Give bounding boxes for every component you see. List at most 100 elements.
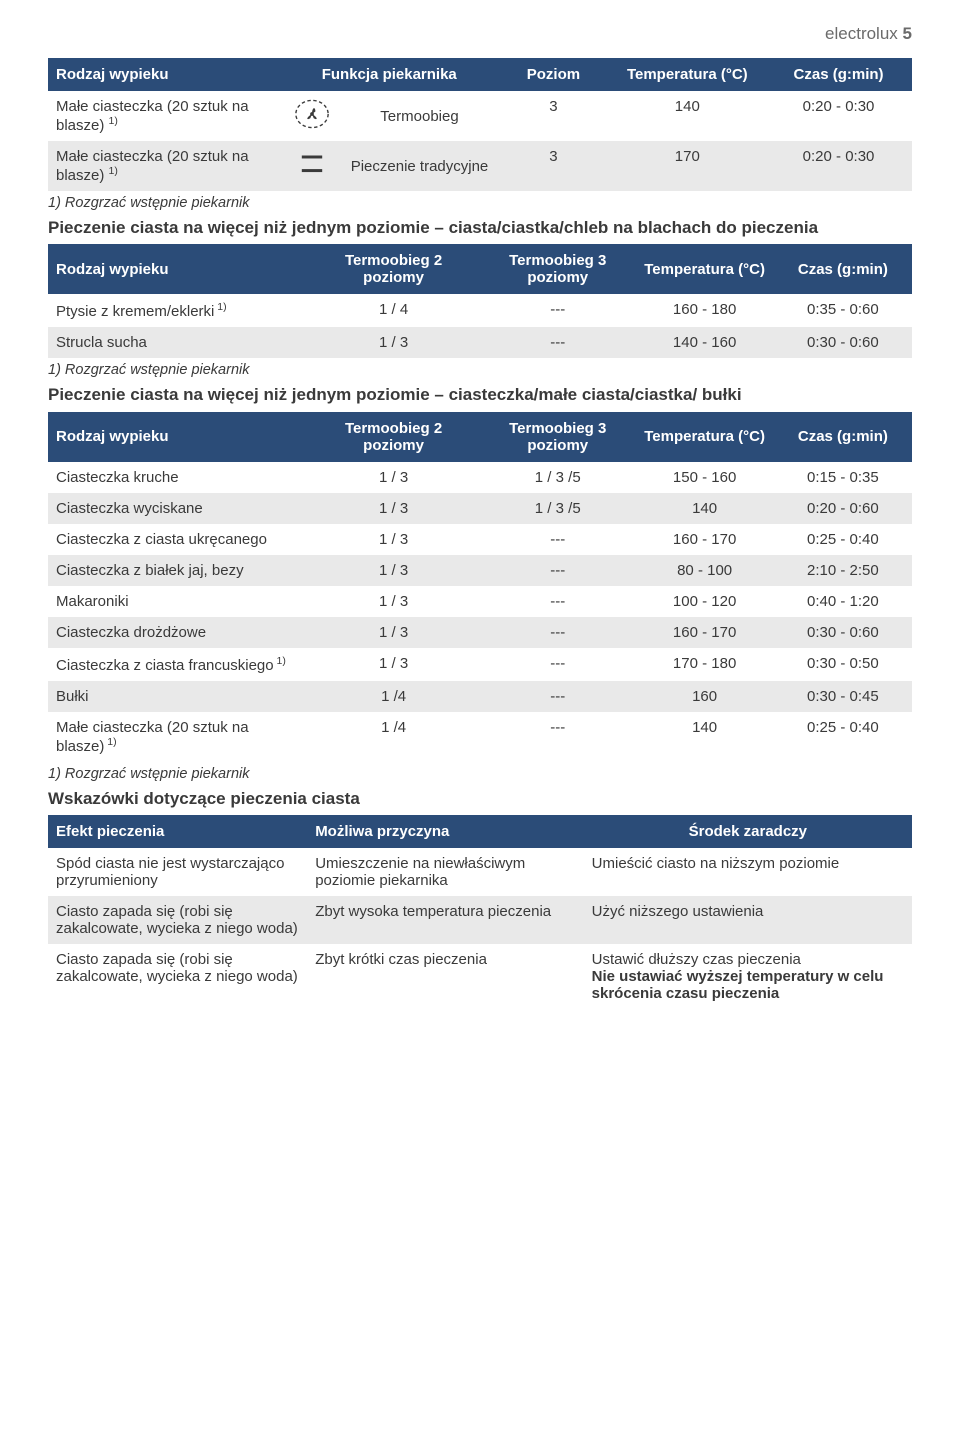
cell-cause: Zbyt wysoka temperatura pieczenia: [307, 896, 583, 944]
cell: 80 - 100: [636, 555, 774, 586]
sup: 1): [274, 655, 286, 667]
table-multilevel-bread: Rodzaj wypieku Termoobieg 2 poziomy Term…: [48, 244, 912, 358]
table-row: Ciasto zapada się (robi się zakalcowate,…: [48, 944, 912, 1009]
text: Bułki: [56, 688, 89, 705]
cell: 0:40 - 1:20: [774, 586, 912, 617]
cell-name: Ciasteczka drożdżowe: [48, 617, 307, 648]
th: Temperatura (°C): [636, 244, 774, 294]
cell-time: 0:20 - 0:30: [765, 91, 912, 141]
table-row: Ciasteczka z białek jaj, bezy1 / 3---80 …: [48, 555, 912, 586]
cell-name: Ciasteczka z ciasta francuskiego 1): [48, 648, 307, 681]
text: Ciasteczka z ciasta francuskiego: [56, 657, 274, 674]
cell: 160 - 180: [636, 294, 774, 327]
cell: 160 - 170: [636, 524, 774, 555]
section-title: Wskazówki dotyczące pieczenia ciasta: [48, 788, 912, 809]
cell: ---: [480, 681, 636, 712]
cell-remedy: Ustawić dłuższy czas pieczeniaNie ustawi…: [584, 944, 912, 1009]
cell: 1 / 3: [307, 586, 480, 617]
th: Rodzaj wypieku: [48, 244, 307, 294]
footnote: 1) Rozgrzać wstępnie piekarnik: [48, 195, 912, 211]
text: Ciasteczka kruche: [56, 469, 179, 486]
cell: 0:35 - 0:60: [774, 294, 912, 327]
cell-name: Makaroniki: [48, 586, 307, 617]
text: Małe ciasteczka (20 sztuk na blasze): [56, 98, 249, 134]
cell-name: Małe ciasteczka (20 sztuk na blasze) 1): [48, 141, 281, 191]
th: Termoobieg 3 poziomy: [480, 244, 636, 294]
table-row: Małe ciasteczka (20 sztuk na blasze) 1)1…: [48, 712, 912, 762]
th: Termoobieg 3 poziomy: [480, 412, 636, 462]
cell: 0:25 - 0:40: [774, 524, 912, 555]
footnote: 1) Rozgrzać wstępnie piekarnik: [48, 362, 912, 378]
cell-temp: 140: [610, 91, 766, 141]
cell: 1 /4: [307, 712, 480, 762]
th: Czas (g:min): [765, 58, 912, 91]
cell-cause: Zbyt krótki czas pieczenia: [307, 944, 583, 1009]
cell-icon: [281, 141, 341, 191]
cell: 140: [636, 712, 774, 762]
footnote: 1) Rozgrzać wstępnie piekarnik: [48, 766, 912, 782]
cell: 1 / 3: [307, 327, 480, 358]
table-row: Makaroniki1 / 3---100 - 1200:40 - 1:20: [48, 586, 912, 617]
table-tips: Efekt pieczenia Możliwa przyczyna Środek…: [48, 815, 912, 1009]
cell-level: 3: [497, 91, 609, 141]
table-row: Ptysie z kremem/eklerki 1)1 / 4---160 - …: [48, 294, 912, 327]
text: Małe ciasteczka (20 sztuk na blasze): [56, 719, 249, 755]
cell-remedy: Umieścić ciasto na niższym poziomie: [584, 848, 912, 896]
text: Ciasteczka wyciskane: [56, 500, 203, 517]
cell-level: 3: [497, 141, 609, 191]
table-row: Ciasteczka kruche1 / 31 / 3 /5150 - 1600…: [48, 462, 912, 493]
cell: 1 / 4: [307, 294, 480, 327]
cell-func: Termoobieg: [342, 91, 498, 141]
table-row: Ciasteczka wyciskane1 / 31 / 3 /51400:20…: [48, 493, 912, 524]
cell: ---: [480, 327, 636, 358]
th: Możliwa przyczyna: [307, 815, 583, 848]
cell: 170 - 180: [636, 648, 774, 681]
section-title: Pieczenie ciasta na więcej niż jednym po…: [48, 217, 912, 238]
text: Małe ciasteczka (20 sztuk na blasze): [56, 148, 249, 184]
th: Termoobieg 2 poziomy: [307, 244, 480, 294]
cell-name: Ptysie z kremem/eklerki 1): [48, 294, 307, 327]
th: Temperatura (°C): [610, 58, 766, 91]
cell: 1 / 3: [307, 462, 480, 493]
table-baking-type: Rodzaj wypieku Funkcja piekarnika Poziom…: [48, 58, 912, 191]
cell: 160 - 170: [636, 617, 774, 648]
th: Rodzaj wypieku: [48, 412, 307, 462]
sup: 1): [109, 115, 118, 127]
table-row: Ciasteczka drożdżowe 1 / 3---160 - 1700:3…: [48, 617, 912, 648]
text: Makaroniki: [56, 593, 129, 610]
cell: 1 / 3: [307, 617, 480, 648]
cell: 0:20 - 0:60: [774, 493, 912, 524]
text: Ciasteczka drożdżowe: [56, 624, 206, 641]
cell-temp: 170: [610, 141, 766, 191]
cell: ---: [480, 555, 636, 586]
th: Termoobieg 2 poziomy: [307, 412, 480, 462]
cell-effect: Spód ciasta nie jest wystarczająco przyr…: [48, 848, 307, 896]
cell: 1 / 3: [307, 648, 480, 681]
cell-name: Ciasteczka z ciasta ukręcanego: [48, 524, 307, 555]
cell-name: Ciasteczka kruche: [48, 462, 307, 493]
table-row: Spód ciasta nie jest wystarczająco przyr…: [48, 848, 912, 896]
cell: 0:30 - 0:60: [774, 617, 912, 648]
table-row: Ciasteczka z ciasta ukręcanego1 / 3---16…: [48, 524, 912, 555]
cell-effect: Ciasto zapada się (robi się zakalcowate,…: [48, 896, 307, 944]
section-title: Pieczenie ciasta na więcej niż jednym po…: [48, 384, 912, 405]
text-bold: Nie ustawiać wyższej temperatury w celu …: [592, 968, 904, 1002]
cell: 1 / 3: [307, 493, 480, 524]
th: Funkcja piekarnika: [281, 58, 497, 91]
cell: 140: [636, 493, 774, 524]
cell: 0:30 - 0:45: [774, 681, 912, 712]
cell-name: Ciasteczka wyciskane: [48, 493, 307, 524]
cell: 1 / 3: [307, 555, 480, 586]
th: Temperatura (°C): [636, 412, 774, 462]
cell: 1 / 3: [307, 524, 480, 555]
cell-icon: [281, 91, 341, 141]
cell: ---: [480, 617, 636, 648]
table-row: Małe ciasteczka (20 sztuk na blasze) 1) …: [48, 141, 912, 191]
table-row: Strucla sucha1 / 3---140 - 1600:30 - 0:6…: [48, 327, 912, 358]
cell: 0:25 - 0:40: [774, 712, 912, 762]
sup: 1): [109, 165, 118, 177]
cell: 1 / 3 /5: [480, 462, 636, 493]
sup: 1): [214, 301, 226, 313]
cell-name: Strucla sucha: [48, 327, 307, 358]
th: Czas (g:min): [774, 244, 912, 294]
